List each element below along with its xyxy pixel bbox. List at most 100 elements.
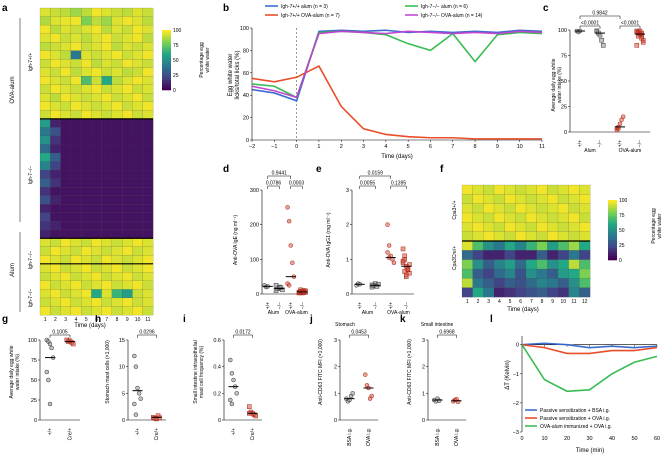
heatmap-f-cell — [483, 278, 495, 288]
heatmap-f-cell — [483, 203, 495, 214]
chart-h-data-point — [136, 391, 142, 396]
colorbar-a-tick-label: 0 — [173, 88, 176, 94]
heatmap-a-cell — [50, 221, 61, 230]
heatmap-a-cell — [60, 101, 72, 111]
heatmap-a-cell — [91, 289, 102, 299]
heatmap-a-cell — [132, 272, 144, 282]
colorbar-f-band — [608, 200, 617, 203]
heatmap-f-cell — [568, 194, 580, 204]
chart-b-y-tick-label: 40 — [243, 93, 249, 99]
heatmap-a-cell — [50, 289, 61, 299]
heatmap-a-cell — [81, 24, 92, 34]
heatmap-a-cell — [70, 169, 82, 179]
heatmap-f-cell — [568, 268, 580, 279]
x-tick-label-f: 11 — [571, 299, 576, 305]
heatmap-f-cell — [461, 259, 473, 270]
heatmap-a-cell — [132, 297, 144, 307]
chart-h-y-tick-label: 10 — [119, 365, 125, 371]
chart-l-x-tick-label: 60 — [654, 436, 660, 442]
heatmap-a-cell — [81, 238, 92, 248]
chart-i-x-tick-label: +/+ — [231, 428, 237, 435]
colorbar-a-band — [162, 30, 171, 33]
heatmap-a-cell — [39, 144, 51, 154]
heatmap-a-cell — [91, 16, 102, 26]
heatmap-a-cell — [142, 204, 154, 213]
chart-e-data-point — [376, 282, 381, 287]
heatmap-f-cell — [504, 250, 516, 260]
heatmap-a-cell — [122, 127, 133, 137]
heatmap-f-cell — [472, 250, 484, 260]
heatmap-a-cell — [70, 187, 82, 196]
chart-k-x-tick-label: OVA i.g. — [454, 428, 460, 446]
colorbar-f-band — [608, 208, 617, 211]
heatmap-a-cell — [132, 152, 144, 162]
heatmap-a-cell — [132, 93, 144, 103]
heatmap-a-cell — [60, 118, 72, 128]
heatmap-a-cell — [111, 238, 123, 248]
heatmap-a-cell — [111, 67, 123, 77]
heatmap-a-cell — [70, 7, 82, 17]
chart-g-p-value: 0.1005 — [52, 330, 68, 336]
colorbar-a-band — [162, 66, 171, 69]
heatmap-a-cell — [101, 135, 113, 145]
chart-g-data-point — [46, 377, 51, 383]
heatmap-f-cell — [472, 184, 484, 195]
panel-g: 0 25 50 75 100 +/+ Cre/+ 0.1005 Average daily e… — [9, 330, 80, 440]
chart-i-y-tick-label: 0.2 — [213, 391, 221, 397]
heatmap-a-cell — [91, 187, 102, 196]
heatmap-f-cell — [504, 184, 516, 195]
cbar-f-label-1: Percentage egg — [651, 208, 657, 244]
heatmap-a-cell — [142, 16, 154, 26]
heatmap-a-cell — [101, 212, 113, 222]
heatmap-a-cell — [111, 50, 123, 60]
chart-g-y-tick-label: 100 — [28, 338, 37, 344]
heatmap-f-cell — [472, 194, 484, 204]
chart-d-significance-bracket — [290, 185, 303, 189]
heatmap-f-cell — [472, 268, 484, 279]
heatmap-a-cell — [132, 42, 144, 51]
heatmap-a-cell — [101, 272, 113, 282]
chart-b-x-tick-label: 6 — [429, 144, 432, 150]
heatmap-a-cell — [142, 59, 154, 68]
heatmap-a-cell — [111, 263, 123, 273]
heatmap-a-cell — [39, 246, 51, 256]
heatmap-a-cell — [142, 152, 154, 162]
chart-e-y-tick-label: 0 — [346, 292, 349, 298]
heatmap-a-cell — [60, 289, 72, 299]
colorbar-f-band — [608, 204, 617, 207]
chart-i-p-value: 0.0172 — [235, 330, 251, 336]
heatmap-f-cell — [568, 222, 580, 232]
chart-j-significance-bracket — [349, 334, 369, 338]
chart-c-y-tick-label: 0 — [564, 130, 567, 136]
line-plot-l: 0−1−2−30 10 20 30 40 50 60 — [513, 336, 660, 442]
colorbar-a-band — [162, 36, 171, 39]
heatmap-f-cell — [493, 259, 505, 270]
heatmap-f-cell — [579, 231, 591, 242]
chart-d-y-tick-label: 100 — [250, 257, 259, 263]
heatmap-f-cell — [557, 222, 569, 232]
heatmap-a-cell — [132, 263, 144, 273]
heatmap-a-cell — [142, 221, 154, 230]
chart-d-data-point — [288, 243, 293, 248]
heatmap-a-cell — [101, 187, 113, 196]
heatmap-a-cell — [50, 246, 61, 256]
heatmap-a-cell — [111, 152, 123, 162]
colorbar-f-band — [608, 244, 617, 247]
heatmap-f-cell — [536, 240, 548, 251]
heatmap-f-cell — [568, 184, 580, 195]
heatmap-a-cell — [81, 84, 92, 94]
chart-e-p-value: 0.0055 — [360, 181, 376, 187]
heatmap-a-cell — [50, 280, 61, 290]
chart-c-data-point — [640, 37, 646, 43]
heatmap-a-cell — [70, 101, 82, 111]
heatmap-a-cell — [70, 67, 82, 77]
heatmap-a-cell — [60, 246, 72, 256]
heatmap-a-cell — [91, 33, 102, 43]
x-label-l: Time (min) — [576, 448, 604, 454]
heatmap-a-cell — [39, 272, 51, 282]
chart-d-y-tick-label: 300 — [250, 188, 259, 194]
heatmap-f-cell — [536, 287, 548, 298]
heatmap-f-cell — [504, 194, 516, 204]
